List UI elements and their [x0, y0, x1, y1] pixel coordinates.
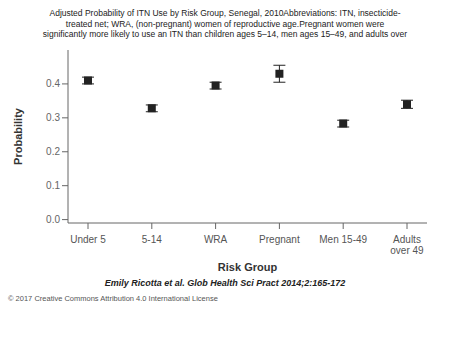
svg-text:0.4: 0.4 [46, 78, 60, 89]
html-text:© 2017 Creative Commons Attrib: © 2017 Creative Commons Attribution 4.0 … [8, 293, 218, 303]
svg-text:5-14: 5-14 [142, 234, 162, 245]
html-text:Adjusted Probability of ITN Us: Adjusted Probability of ITN Use by Risk … [42, 8, 408, 40]
svg-text:0.2: 0.2 [46, 146, 60, 157]
svg-text:Men 15-49: Men 15-49 [319, 234, 367, 245]
html-text:Emily Ricotta et al. Glob Heal: Emily Ricotta et al. Glob Health Sci Pra… [104, 277, 346, 288]
svg-text:Pregnant: Pregnant [259, 234, 300, 245]
svg-text:WRA: WRA [204, 234, 228, 245]
svg-text:0.1: 0.1 [46, 180, 60, 191]
svg-text:Under 5: Under 5 [70, 234, 106, 245]
svg-text:Probability: Probability [12, 107, 24, 165]
svg-text:0.3: 0.3 [46, 112, 60, 123]
svg-text:Risk Group: Risk Group [218, 261, 278, 273]
svg-text:Adultsover 49: Adultsover 49 [390, 234, 424, 256]
svg-text:0.0: 0.0 [46, 214, 60, 225]
